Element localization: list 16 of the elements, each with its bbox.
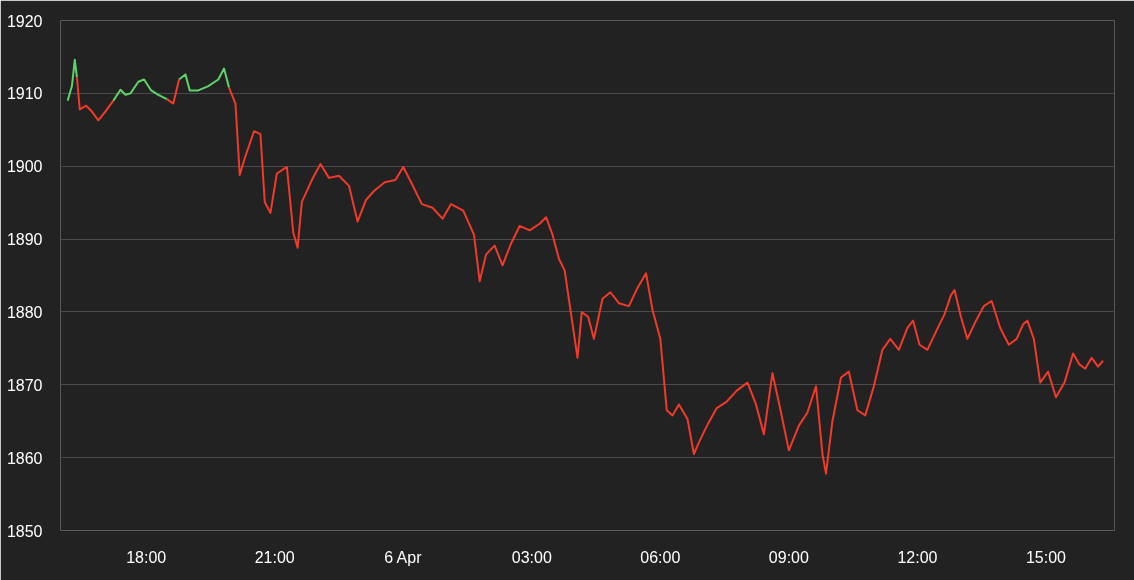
x-tick-label: 6 Apr [384,548,423,566]
x-tick-label: 21:00 [254,548,295,566]
x-tick-label: 09:00 [768,548,809,566]
y-tick-label: 1900 [6,158,43,176]
y-tick-label: 1920 [6,12,43,30]
y-tick-label: 1890 [6,231,43,249]
y-tick-label: 1880 [6,303,43,321]
x-tick-label: 06:00 [640,548,681,566]
x-tick-label: 18:00 [126,548,167,566]
x-tick-label: 15:00 [1025,548,1067,566]
y-tick-label: 1870 [6,376,43,394]
y-tick-label: 1860 [6,449,43,467]
x-tick-label: 12:00 [897,548,938,566]
y-tick-label: 1850 [6,522,43,540]
y-tick-label: 1910 [6,85,43,103]
x-tick-label: 03:00 [511,548,552,566]
